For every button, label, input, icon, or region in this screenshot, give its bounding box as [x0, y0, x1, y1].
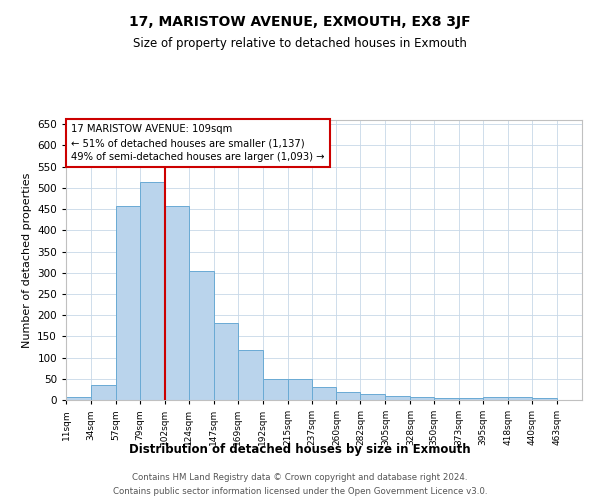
Text: Distribution of detached houses by size in Exmouth: Distribution of detached houses by size … [129, 442, 471, 456]
Bar [385, 396, 410, 400]
Bar [311, 388, 337, 400]
Text: 17, MARISTOW AVENUE, EXMOUTH, EX8 3JF: 17, MARISTOW AVENUE, EXMOUTH, EX8 3JF [129, 15, 471, 29]
Text: 17 MARISTOW AVENUE: 109sqm
← 51% of detached houses are smaller (1,137)
49% of s: 17 MARISTOW AVENUE: 109sqm ← 51% of deta… [71, 124, 325, 162]
Bar [165, 206, 189, 400]
Text: Contains HM Land Registry data © Crown copyright and database right 2024.: Contains HM Land Registry data © Crown c… [132, 472, 468, 482]
Bar [91, 385, 116, 400]
Bar [140, 182, 165, 400]
Bar [214, 323, 238, 400]
Bar [483, 397, 508, 400]
Bar [116, 206, 140, 400]
Bar [434, 398, 459, 400]
Bar [287, 379, 311, 400]
Bar [66, 397, 91, 400]
Text: Contains public sector information licensed under the Open Government Licence v3: Contains public sector information licen… [113, 488, 487, 496]
Bar [337, 392, 361, 400]
Bar [189, 270, 214, 400]
Bar [263, 379, 287, 400]
Bar [361, 394, 385, 400]
Bar [459, 398, 483, 400]
Text: Size of property relative to detached houses in Exmouth: Size of property relative to detached ho… [133, 38, 467, 51]
Bar [508, 397, 532, 400]
Bar [532, 398, 557, 400]
Y-axis label: Number of detached properties: Number of detached properties [22, 172, 32, 348]
Bar [238, 350, 263, 400]
Bar [410, 397, 434, 400]
